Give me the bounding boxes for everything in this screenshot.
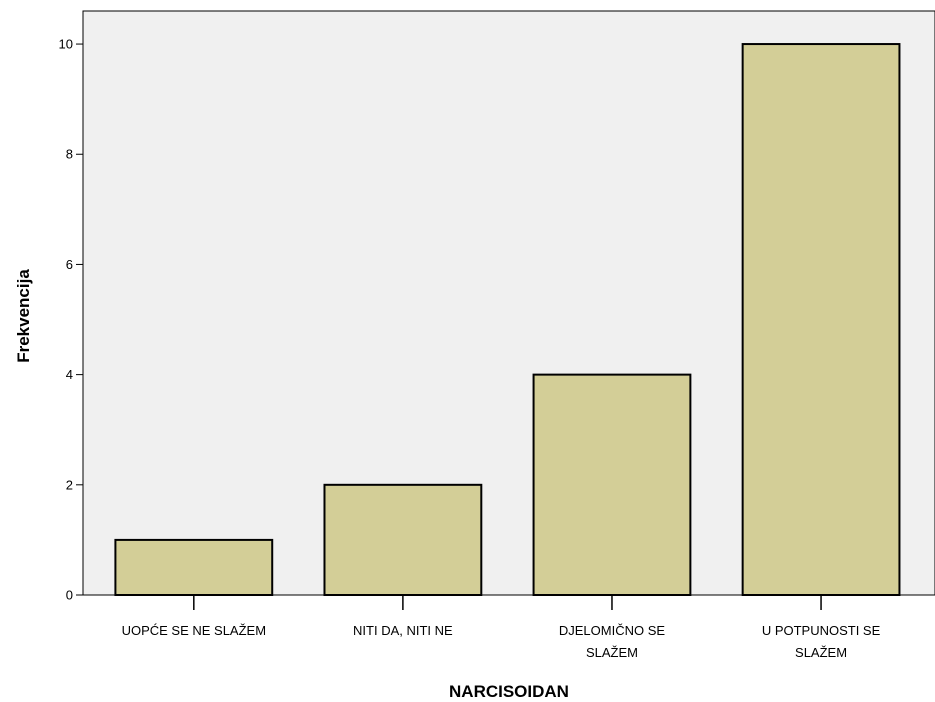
bar: [114, 538, 274, 596]
x-tick-label: UOPĆE SE NE SLAŽEM: [122, 623, 266, 638]
y-tick-label: 0: [66, 588, 73, 603]
bar: [323, 483, 483, 596]
x-tick-label: DJELOMIČNO SE: [559, 623, 666, 638]
y-axis: 0 2 4 6 8 10: [59, 37, 83, 603]
y-tick-label: 2: [66, 477, 73, 492]
y-tick-label: 10: [59, 37, 73, 52]
x-tick-label: SLAŽEM: [795, 645, 847, 660]
x-axis-title: NARCISOIDAN: [449, 682, 569, 701]
y-tick-label: 6: [66, 257, 73, 272]
x-tick-label: SLAŽEM: [586, 645, 638, 660]
x-tick-label: U POTPUNOSTI SE: [762, 623, 881, 638]
x-tick-label: NITI DA, NITI NE: [353, 623, 453, 638]
bar: [532, 373, 692, 597]
y-tick-label: 8: [66, 147, 73, 162]
bar: [741, 43, 901, 597]
x-axis: UOPĆE SE NE SLAŽEM NITI DA, NITI NE DJELOM…: [122, 595, 881, 660]
y-axis-title: Frekvencija: [14, 269, 33, 363]
y-tick-label: 4: [66, 367, 73, 382]
